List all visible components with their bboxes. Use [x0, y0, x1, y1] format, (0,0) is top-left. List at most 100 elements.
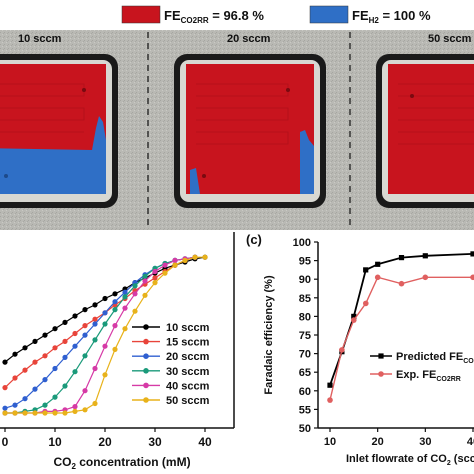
legend-label: 10 sccm: [166, 322, 210, 334]
data-point: [62, 410, 68, 416]
legend-marker: [143, 353, 149, 360]
data-point: [72, 313, 78, 319]
data-point: [112, 323, 118, 329]
legend-label: Exp. FECO2RR: [396, 369, 461, 383]
data-point: [52, 345, 58, 351]
data-point: [62, 319, 68, 325]
h2-region: [300, 130, 314, 194]
data-point: [82, 388, 88, 394]
h2-region: [0, 116, 106, 194]
data-point: [52, 326, 58, 332]
data-point: [52, 365, 58, 372]
data-point: [32, 410, 38, 416]
data-point: [122, 326, 128, 332]
co2rr-region: [388, 64, 474, 194]
top-legend: FECO2RR = 96.8 % FEH2 = 100 %: [121, 5, 431, 25]
data-point: [42, 402, 48, 408]
y-tick-label: 65: [299, 367, 311, 379]
serpentine-channel: [398, 83, 474, 145]
data-point: [142, 278, 148, 284]
data-point: [92, 337, 98, 343]
data-point: [92, 321, 98, 327]
y-tick-label: 100: [293, 237, 311, 249]
data-point: [92, 400, 98, 407]
data-point: [92, 302, 98, 308]
data-point: [470, 251, 474, 257]
y-tick-label: 60: [299, 386, 311, 398]
data-point: [327, 382, 333, 388]
x-tick-label: 20: [372, 436, 384, 448]
y-tick-label: 75: [299, 330, 311, 342]
x-tick-label: 30: [148, 435, 162, 449]
legend-marker: [143, 397, 149, 403]
data-point: [327, 397, 333, 403]
x-tick-label: 10: [324, 436, 336, 448]
data-point: [351, 313, 357, 319]
data-point: [375, 261, 381, 267]
series-group: [2, 254, 208, 416]
legend-marker: [143, 324, 149, 330]
data-point: [122, 289, 128, 295]
port-dot: [202, 174, 206, 178]
data-point: [351, 317, 357, 323]
x-tick-label: 40: [198, 435, 212, 449]
data-point: [422, 253, 428, 259]
data-point: [42, 377, 48, 383]
data-point: [32, 338, 38, 344]
x-tick-label: 30: [419, 436, 431, 448]
y-tick-label: 70: [299, 349, 311, 361]
legend-label: 40 sccm: [166, 380, 210, 392]
x-tick-group: 0 10 20 30 40: [2, 428, 212, 449]
series-group: [327, 251, 474, 403]
data-point: [142, 273, 148, 279]
legend-marker: [143, 338, 149, 345]
data-point: [112, 291, 118, 297]
flow-panel-50-sccm: 50 sccm: [376, 33, 474, 208]
legend-swatch-co2rr: [121, 5, 161, 24]
data-point: [72, 404, 78, 410]
data-point: [112, 307, 118, 313]
y-tick-label: 55: [299, 404, 311, 416]
data-point: [102, 295, 108, 302]
data-point: [72, 330, 78, 337]
y-tick-label: 90: [299, 274, 311, 286]
data-point: [374, 274, 381, 281]
legend-label: 50 sccm: [166, 395, 210, 407]
data-point: [32, 359, 38, 365]
data-point: [62, 383, 68, 389]
legend-label: 15 sccm: [166, 337, 210, 349]
data-point: [72, 369, 78, 375]
data-point: [42, 410, 48, 416]
data-point: [22, 396, 28, 402]
data-point: [470, 274, 474, 281]
data-point: [122, 294, 128, 300]
data-point: [92, 365, 98, 372]
flow-panel-20-sccm: 20 sccm: [174, 33, 326, 208]
legend-marker: [143, 382, 149, 389]
x-tick-label: 20: [98, 435, 112, 449]
data-point: [82, 332, 88, 338]
port-dot: [82, 88, 86, 92]
data-point: [42, 332, 48, 338]
legend: 10 sccm 15 sccm 20 sccm 30 sccm 40 sccm 50 sc…: [132, 322, 210, 407]
x-tick-label: 0: [2, 435, 9, 449]
data-point: [2, 385, 8, 391]
y-tick-label: 50: [299, 423, 311, 435]
data-point: [52, 410, 58, 416]
data-point: [152, 275, 158, 281]
data-point: [22, 345, 28, 351]
flow-panel-label: 50 sccm: [428, 33, 472, 45]
y-axis-label: Faradaic efficiency (%): [263, 275, 275, 395]
data-point: [112, 346, 118, 352]
data-point: [22, 410, 28, 416]
x-axis-label: Inlet flowrate of CO2 (sccm): [346, 453, 474, 467]
h2-region: [190, 168, 200, 194]
legend-swatch-h2: [309, 5, 349, 24]
data-point: [2, 359, 8, 365]
y-tick-label: 80: [299, 311, 311, 323]
data-point: [192, 254, 198, 260]
y-tick-label: 85: [299, 293, 311, 305]
data-point: [363, 300, 369, 307]
data-point: [12, 410, 18, 416]
